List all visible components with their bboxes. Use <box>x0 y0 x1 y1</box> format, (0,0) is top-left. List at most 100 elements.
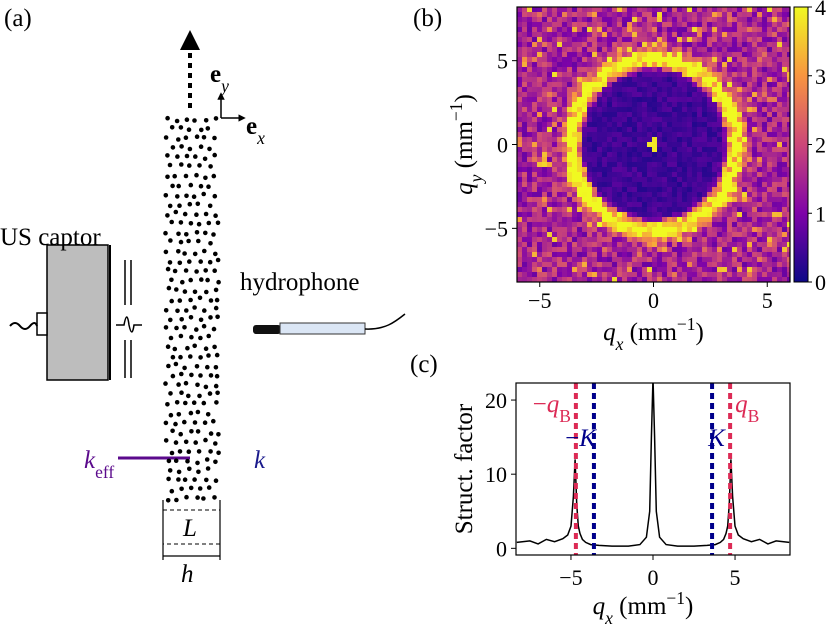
heatmap-cell <box>742 182 747 187</box>
heatmap-cell <box>757 62 762 67</box>
heatmap-cell <box>787 22 790 27</box>
heatmap-cell <box>737 37 742 42</box>
heatmap-cell <box>592 237 597 242</box>
heatmap-cell <box>552 127 557 132</box>
heatmap-cell <box>667 132 672 137</box>
heatmap-cell <box>562 142 567 147</box>
heatmap-cell <box>667 212 672 217</box>
heatmap-cell <box>727 7 732 12</box>
heatmap-cell <box>782 102 787 107</box>
heatmap-cell <box>522 197 527 202</box>
heatmap-cell <box>782 277 787 282</box>
heatmap-cell <box>637 142 642 147</box>
heatmap-cell <box>587 162 592 167</box>
heatmap-cell <box>567 202 572 207</box>
heatmap-cell <box>657 152 662 157</box>
heatmap-cell <box>697 32 702 37</box>
heatmap-cell <box>767 52 772 57</box>
heatmap-cell <box>657 27 662 32</box>
heatmap-cell <box>602 22 607 27</box>
heatmap-cell <box>772 172 777 177</box>
heatmap-cell <box>762 187 767 192</box>
heatmap-cell <box>787 47 790 52</box>
heatmap-cell <box>727 272 732 277</box>
heatmap-cell <box>657 157 662 162</box>
heatmap-cell <box>737 242 742 247</box>
heatmap-cell <box>592 112 597 117</box>
heatmap-cell <box>567 217 572 222</box>
heatmap-cell <box>732 122 737 127</box>
heatmap-cell <box>657 162 662 167</box>
heatmap-cell <box>767 197 772 202</box>
heatmap-cell <box>757 37 762 42</box>
heatmap-cell <box>732 197 737 202</box>
heatmap-cell <box>537 67 542 72</box>
heatmap-cell <box>712 222 717 227</box>
heatmap-cell <box>597 92 602 97</box>
heatmap-cell <box>777 142 782 147</box>
heatmap-cell <box>722 57 727 62</box>
heatmap-cell <box>537 257 542 262</box>
heatmap-cell <box>757 222 762 227</box>
heatmap-cell <box>517 217 522 222</box>
heatmap-cell <box>777 112 782 117</box>
heatmap-cell <box>667 177 672 182</box>
heatmap-cell <box>562 187 567 192</box>
heatmap-cell <box>572 122 577 127</box>
heatmap-cell <box>712 107 717 112</box>
heatmap-cell <box>527 62 532 67</box>
heatmap-cell <box>762 177 767 182</box>
heatmap-cell <box>537 52 542 57</box>
heatmap-cell <box>707 17 712 22</box>
heatmap-cell <box>687 12 692 17</box>
heatmap-cell <box>757 102 762 107</box>
heatmap-cell <box>757 272 762 277</box>
heatmap-cell <box>707 207 712 212</box>
heatmap-cell <box>647 107 652 112</box>
heatmap-cell <box>547 262 552 267</box>
heatmap-cell <box>687 187 692 192</box>
heatmap-cell <box>557 27 562 32</box>
heatmap-cell <box>597 227 602 232</box>
heatmap-cell <box>727 262 732 267</box>
heatmap-cell <box>532 12 537 17</box>
heatmap-cell <box>742 87 747 92</box>
reference-label: −qB <box>533 391 571 426</box>
heatmap-cell <box>717 262 722 267</box>
heatmap-cell <box>532 112 537 117</box>
heatmap-cell <box>662 77 667 82</box>
heatmap-cell <box>527 187 532 192</box>
heatmap-cell <box>597 47 602 52</box>
heatmap-cell <box>537 207 542 212</box>
heatmap-cell <box>727 82 732 87</box>
heatmap-cell <box>667 187 672 192</box>
particle <box>175 154 180 159</box>
heatmap-cell <box>752 122 757 127</box>
heatmap-cell <box>582 27 587 32</box>
heatmap-cell <box>737 72 742 77</box>
heatmap-cell <box>697 107 702 112</box>
heatmap-cell <box>597 277 602 282</box>
heatmap-cell <box>567 47 572 52</box>
heatmap-cell <box>557 47 562 52</box>
heatmap-cell <box>667 137 672 142</box>
heatmap-cell <box>642 242 647 247</box>
particle <box>194 172 199 178</box>
heatmap-cell <box>777 162 782 167</box>
heatmap-cell <box>687 227 692 232</box>
heatmap-cell <box>617 77 622 82</box>
heatmap-cell <box>617 152 622 157</box>
particle <box>178 354 183 360</box>
heatmap-cell <box>782 207 787 212</box>
heatmap-cell <box>527 127 532 132</box>
heatmap-cell <box>527 232 532 237</box>
heatmap-cell <box>642 182 647 187</box>
heatmap-cell <box>682 182 687 187</box>
heatmap-cell <box>672 237 677 242</box>
heatmap-cell <box>592 167 597 172</box>
heatmap-cell <box>662 67 667 72</box>
heatmap-cell <box>632 17 637 22</box>
heatmap-cell <box>582 87 587 92</box>
heatmap-cell <box>707 147 712 152</box>
heatmap-cell <box>572 67 577 72</box>
